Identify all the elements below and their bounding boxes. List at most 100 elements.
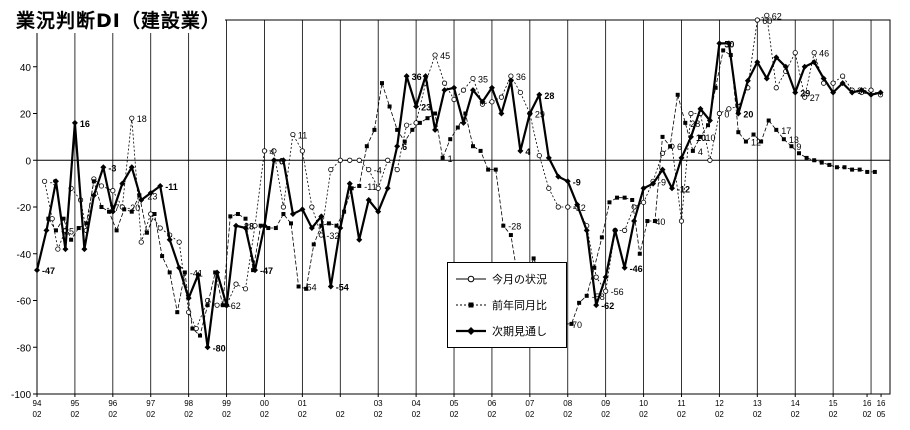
data-point-current [432,52,438,58]
data-point-outlook [261,222,268,229]
data-point-current [242,286,249,292]
data-point-current [451,96,457,103]
data-point-current [498,94,505,100]
data-point-yoy [114,228,119,233]
data-point-yoy [493,167,498,172]
data-point-yoy [319,223,324,228]
data-point-current [726,106,732,112]
legend-item-yoy: 前年同月比 [456,297,547,313]
data-point-current [233,281,239,287]
data-point-outlook [90,192,97,199]
data-label: 23 [421,102,431,112]
data-point-current [707,157,713,163]
data-label: -23 [144,191,157,201]
x-tick-year: 12 [715,399,724,408]
filled-diamond-marker-icon [456,327,486,335]
x-tick-year: 14 [791,399,800,408]
x-tick-year: 99 [222,399,231,408]
data-point-yoy [683,120,688,125]
data-label: 35 [478,74,488,84]
data-point-outlook [119,180,126,187]
legend-label-yoy: 前年同月比 [492,299,547,312]
data-label: -28 [508,222,521,232]
data-point-yoy [834,165,839,170]
data-point-outlook [166,236,173,243]
data-point-outlook [147,189,154,196]
data-point-outlook [479,98,486,105]
legend-item-current: 今月の状況 [456,271,547,287]
data-label: 17 [781,126,791,136]
data-point-yoy [478,148,483,153]
x-tick-month: 02 [70,410,79,419]
data-point-current [157,225,163,231]
series-line-2 [35,42,881,349]
x-tick-month: 02 [108,410,117,419]
data-point-yoy [698,134,703,139]
data-point-current [659,150,666,156]
data-point-outlook [593,302,600,309]
data-label: 12 [751,138,761,148]
data-point-yoy [743,139,748,144]
data-point-current [840,73,846,79]
data-point-outlook [327,283,334,290]
data-point-yoy [99,205,104,209]
data-label: -3 [108,163,116,173]
x-tick-month: 02 [374,410,383,419]
x-tick-year: 04 [412,399,421,408]
data-point-yoy [865,169,870,174]
data-point-outlook [270,157,277,164]
data-point-outlook [422,73,429,80]
data-point-yoy [69,237,74,242]
data-point-yoy [357,183,362,188]
data-point-current [385,157,391,163]
data-point-outlook [413,103,420,110]
data-point-current [413,120,419,126]
data-point-yoy [448,137,453,142]
data-point-current [546,185,552,191]
data-point-outlook [214,269,221,276]
data-point-yoy [615,195,620,200]
data-point-yoy [797,151,802,156]
data-point-current [678,218,685,224]
data-point-outlook [612,227,619,234]
data-point-outlook [507,77,514,84]
data-point-outlook [384,185,391,192]
data-point-current [631,204,637,210]
x-tick-year: 07 [525,399,534,408]
data-label: -46 [630,264,643,274]
x-tick-year: 11 [677,399,686,408]
data-point-current [366,167,372,173]
data-point-yoy [577,300,582,305]
data-point-yoy [334,223,339,228]
data-point-outlook [631,218,638,225]
data-point-yoy [228,214,233,219]
data-point-yoy [630,197,635,202]
x-tick-year: 13 [753,399,762,408]
data-label: 6 [677,142,682,152]
data-point-current [55,246,61,252]
data-point-yoy [827,162,832,167]
data-point-outlook [716,40,723,47]
data-point-yoy [584,293,589,298]
data-point-yoy [706,123,711,128]
data-point-yoy [281,212,286,217]
data-point-outlook [403,73,410,80]
data-point-outlook [678,154,685,161]
data-point-yoy [273,226,278,231]
x-tick-month: 02 [222,410,231,419]
data-point-yoy [122,207,127,212]
data-label: 10 [705,133,715,143]
data-point-outlook [858,87,865,94]
data-point-outlook [687,133,694,140]
data-point-current [176,239,182,245]
data-point-current [508,73,514,79]
data-point-current [489,99,495,105]
x-tick-month: 02 [791,410,800,419]
legend-label-current: 今月の状況 [492,273,547,286]
data-point-outlook [251,267,258,274]
data-label: -9 [658,177,666,187]
data-point-current [470,75,476,82]
data-point-outlook [725,40,732,47]
x-tick-year: 94 [33,399,42,408]
